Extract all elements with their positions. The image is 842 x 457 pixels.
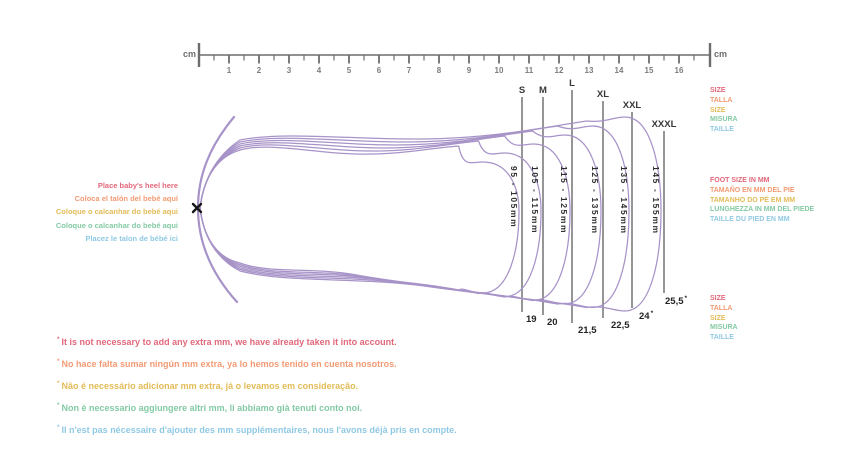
size-word-bottom-0: SIZE — [710, 295, 726, 302]
ruler-number: 16 — [674, 66, 684, 75]
eu-size-value: 22,5 — [611, 320, 630, 331]
eu-size-m: 20 — [547, 317, 558, 328]
ruler-unit-left: cm — [183, 49, 197, 59]
asterisk-mark: * — [57, 380, 60, 387]
size-word-bottom-4: TAILLE — [710, 334, 734, 342]
ruler-number: 8 — [436, 66, 442, 75]
heel-x-marker — [191, 202, 203, 214]
mm-range-l: 115 - 125mm — [559, 166, 569, 235]
ruler-number: 1 — [226, 66, 232, 75]
footnote-0: * It is not necessary to add any extra mm… — [57, 336, 397, 347]
ruler-number: 2 — [256, 66, 262, 75]
heel-label-1: Coloca el talón del bebé aquí — [74, 194, 178, 204]
foot-size-label-4: TAILLE DU PIED EN MM — [710, 216, 790, 224]
size-letter-m: M — [539, 85, 547, 96]
size-letter-xxl: XXL — [622, 100, 642, 111]
size-word-top-2: SIZE — [710, 106, 726, 114]
size-letter-l: L — [569, 78, 575, 89]
ruler-number: 5 — [346, 66, 352, 75]
size-word-labels-bottom: SIZE TALLA SIZE MISURA TAILLE — [710, 294, 738, 343]
size-word-top-3: MISURA — [710, 116, 738, 124]
footnote-2: * Não é necessário adicionar mm extra, já… — [57, 380, 359, 391]
ruler-number: 13 — [584, 66, 594, 75]
mm-range-xl: 125 - 135mm — [590, 166, 600, 235]
footnote-4: * Il n'est pas nécessaire d'ajouter des m… — [57, 424, 457, 435]
heel-label-3: Coloque o calcanhar do bebé aqui — [55, 220, 178, 230]
mm-range-m: 105 - 115mm — [530, 166, 540, 235]
size-word-bottom-2: SIZE — [710, 314, 726, 322]
eu-size-xxl: 24* — [639, 310, 653, 322]
foot-outline-xl — [199, 130, 602, 305]
footnote-3: * Non è necessario aggiungere altri mm, l… — [57, 402, 363, 413]
foot-outline-xxl — [199, 125, 630, 309]
eu-size-value: 20 — [547, 317, 558, 328]
eu-size-value: 21,5 — [578, 325, 597, 336]
size-word-bottom-3: MISURA — [710, 324, 738, 332]
asterisk-mark: * — [650, 310, 654, 317]
size-letter-xl: XL — [596, 89, 610, 100]
ruler-number: 14 — [614, 66, 624, 75]
eu-size-xxxl: 25,5* — [665, 295, 687, 307]
foot-outline-l — [199, 135, 571, 301]
size-letter-xxxl: XXXL — [651, 119, 677, 130]
size-letter-s: S — [518, 85, 526, 96]
foot-size-label-1: TAMAÑO EN MM DEL PIE — [710, 186, 795, 194]
heel-instruction-labels: Place baby's heel here Coloca el talón de… — [0, 179, 178, 245]
footnotes: * It is not necessary to add any extra mm… — [57, 330, 457, 440]
mm-range-xxxl: 145 - 155mm — [651, 166, 661, 235]
ruler-number: 12 — [554, 66, 564, 75]
heel-label-4: Placez le talon de bébé ici — [85, 233, 178, 243]
ruler-number: 15 — [644, 66, 654, 75]
ruler-number: 7 — [406, 66, 412, 75]
foot-outline-m — [199, 140, 542, 298]
eu-size-s: 19 — [526, 314, 537, 325]
asterisk-mark: * — [57, 358, 60, 365]
eu-size-value: 19 — [526, 314, 537, 325]
asterisk-mark: * — [57, 402, 60, 409]
mm-range-xxl: 135 - 145mm — [619, 166, 629, 235]
eu-size-l: 21,5 — [578, 325, 597, 336]
eu-size-xl: 22,5 — [611, 320, 630, 331]
asterisk-mark: * — [684, 295, 688, 302]
ruler-number: 11 — [524, 66, 534, 75]
ruler-unit-right: cm — [714, 49, 728, 59]
foot-size-label-2: TAMANHO DO PÉ EM MM — [710, 196, 796, 204]
footnote-1: * No hace falta sumar ningún mm extra, ya… — [57, 358, 397, 369]
eu-size-value: 25,5 — [665, 296, 684, 308]
foot-size-in-mm-labels: FOOT SIZE IN MM TAMAÑO EN MM DEL PIE TAMAN… — [710, 176, 814, 225]
heel-label-0: Place baby's heel here — [97, 181, 178, 190]
size-word-bottom-1: TALLA — [710, 304, 733, 312]
foot-size-label-3: LUNGHEZZA IN MM DEL PIEDE — [710, 206, 815, 214]
foot-size-label-0: FOOT SIZE IN MM — [710, 177, 770, 184]
size-word-labels-top: SIZE TALLA SIZE MISURA TAILLE — [710, 86, 738, 135]
size-word-top-1: TALLA — [710, 96, 733, 104]
asterisk-mark: * — [57, 336, 60, 343]
heel-arc — [196, 115, 239, 304]
ruler-number: 3 — [286, 66, 292, 75]
heel-label-2: Coloque o calcanhar do bebé aqui — [55, 207, 178, 217]
ruler-number: 6 — [376, 66, 382, 75]
size-word-top-4: TAILLE — [710, 126, 734, 134]
size-word-top-0: SIZE — [710, 87, 726, 94]
ruler-number: 4 — [316, 66, 322, 75]
mm-range-s: 95 - 105mm — [509, 166, 519, 229]
ruler-number: 10 — [494, 66, 504, 75]
ruler-number: 9 — [466, 66, 472, 75]
foot-outline-s — [199, 145, 520, 294]
foot-outline-xxxl — [199, 116, 662, 312]
asterisk-mark: * — [57, 424, 60, 431]
eu-size-value: 24 — [639, 311, 650, 323]
